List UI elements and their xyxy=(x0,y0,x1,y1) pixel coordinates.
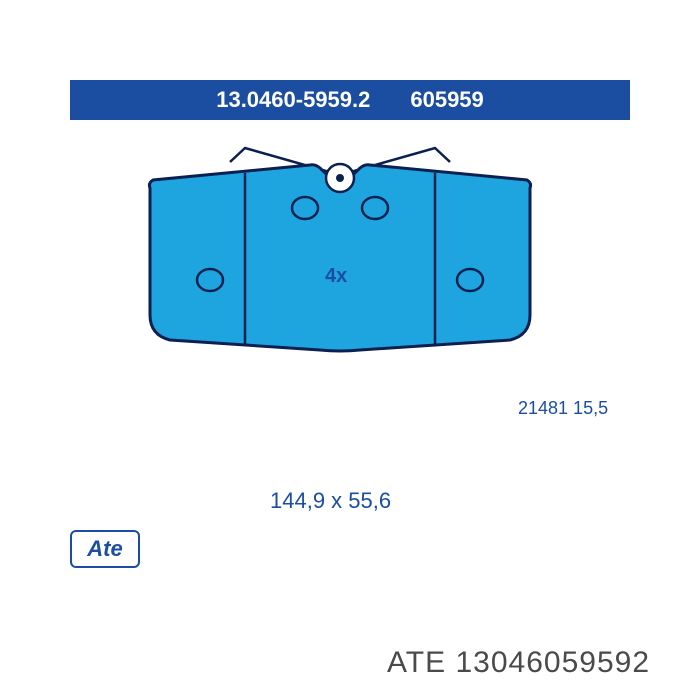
brake-pad-illustration xyxy=(115,140,585,420)
footer-text: ATE 13046059592 xyxy=(387,646,650,680)
center-clip-inner xyxy=(336,174,344,182)
dimensions-label: 144,9 x 55,6 xyxy=(270,488,391,514)
footer-code: 13046059592 xyxy=(455,646,650,679)
right-annotation: 21481 15,5 xyxy=(518,398,608,419)
header-bar: 13.0460-5959.2 605959 xyxy=(70,80,630,120)
quantity-label: 4x xyxy=(325,265,347,288)
diagram-area: 13.0460-5959.2 605959 4x 21481 15,5 144, xyxy=(55,80,645,580)
part-number-secondary: 605959 xyxy=(410,87,483,113)
brand-logo-text: Ate xyxy=(87,536,122,562)
product-diagram-container: 13.0460-5959.2 605959 4x 21481 15,5 144, xyxy=(0,0,700,700)
brand-logo: Ate xyxy=(70,530,140,568)
footer-brand: ATE xyxy=(387,646,446,679)
part-number-primary: 13.0460-5959.2 xyxy=(216,87,370,113)
